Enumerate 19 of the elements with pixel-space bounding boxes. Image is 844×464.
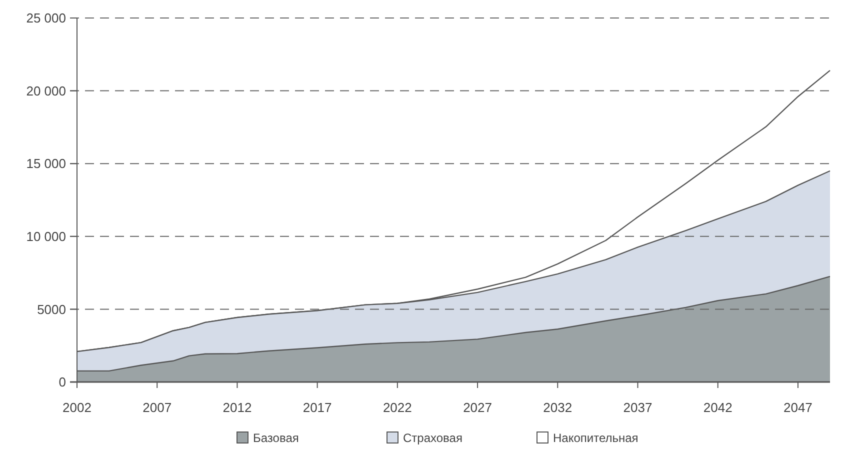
x-tick-label: 2002 — [62, 400, 92, 415]
legend-label: Страховая — [403, 431, 462, 445]
x-tick-label: 2047 — [783, 400, 812, 415]
x-tick-label: 2007 — [142, 400, 172, 415]
legend-label: Накопительная — [553, 431, 638, 445]
y-tick-label: 25 000 — [26, 10, 66, 26]
x-tick-label: 2032 — [543, 400, 572, 415]
x-tick-label: 2027 — [463, 400, 492, 415]
legend-label: Базовая — [253, 431, 299, 445]
x-tick-label: 2017 — [302, 400, 332, 415]
x-tick-label: 2042 — [703, 400, 732, 415]
y-tick-label: 20 000 — [26, 83, 66, 98]
y-tick-label: 5000 — [37, 302, 66, 317]
y-tick-label: 0 — [58, 374, 66, 390]
x-tick-label: 2037 — [623, 400, 652, 415]
y-tick-label: 10 000 — [26, 228, 66, 244]
y-tick-label: 15 000 — [26, 156, 66, 172]
x-tick-label: 2012 — [222, 400, 252, 415]
x-tick-label: 2022 — [382, 400, 412, 415]
